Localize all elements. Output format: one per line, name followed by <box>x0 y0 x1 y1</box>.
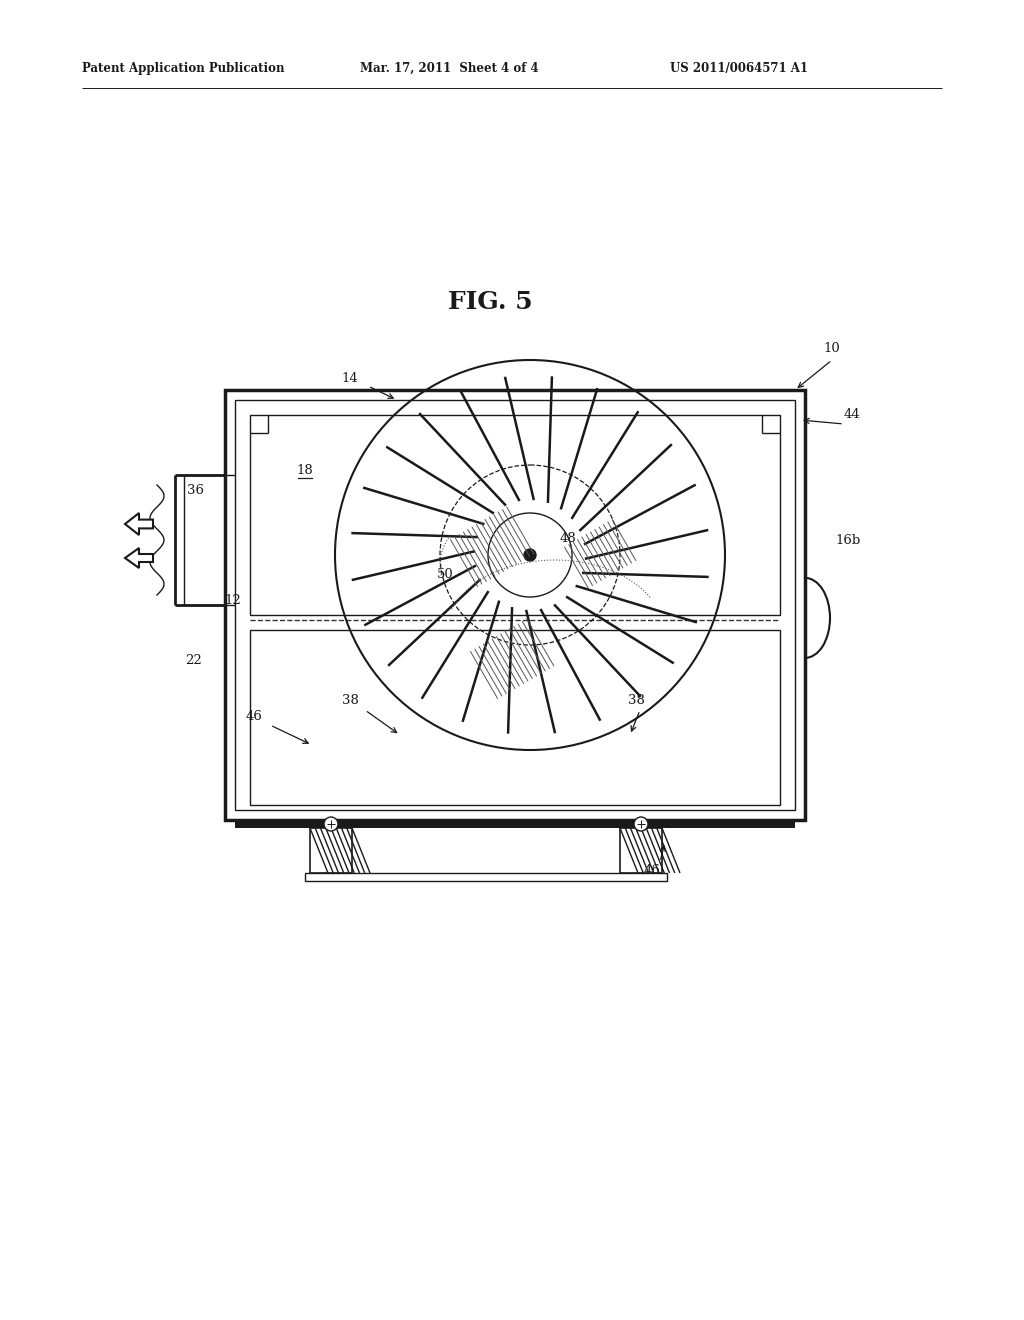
Bar <box>310 828 352 873</box>
Circle shape <box>634 817 648 832</box>
Bar <box>305 873 667 880</box>
Text: 22: 22 <box>184 653 202 667</box>
Text: 18: 18 <box>297 463 313 477</box>
Bar <box>250 414 780 615</box>
Text: 10: 10 <box>823 342 841 355</box>
Bar <box>234 820 795 828</box>
Text: 38: 38 <box>628 693 644 706</box>
Text: 44: 44 <box>844 408 860 421</box>
Text: 36: 36 <box>187 483 205 496</box>
Polygon shape <box>125 548 153 568</box>
Bar <box>620 828 662 873</box>
Circle shape <box>524 549 536 561</box>
Bar <box>234 400 795 810</box>
Text: 48: 48 <box>560 532 577 544</box>
Text: 50: 50 <box>436 569 454 582</box>
Text: Patent Application Publication: Patent Application Publication <box>82 62 285 75</box>
Bar <box>250 630 780 805</box>
Text: 46: 46 <box>246 710 262 722</box>
Text: 38: 38 <box>342 693 358 706</box>
Text: US 2011/0064571 A1: US 2011/0064571 A1 <box>670 62 808 75</box>
Bar <box>225 389 805 820</box>
Text: FIG. 5: FIG. 5 <box>447 290 532 314</box>
Text: 46: 46 <box>643 863 660 876</box>
Text: 14: 14 <box>342 371 358 384</box>
Text: Mar. 17, 2011  Sheet 4 of 4: Mar. 17, 2011 Sheet 4 of 4 <box>360 62 539 75</box>
Text: 16b: 16b <box>836 533 860 546</box>
Polygon shape <box>125 513 153 535</box>
Circle shape <box>324 817 338 832</box>
Text: 12: 12 <box>224 594 242 606</box>
